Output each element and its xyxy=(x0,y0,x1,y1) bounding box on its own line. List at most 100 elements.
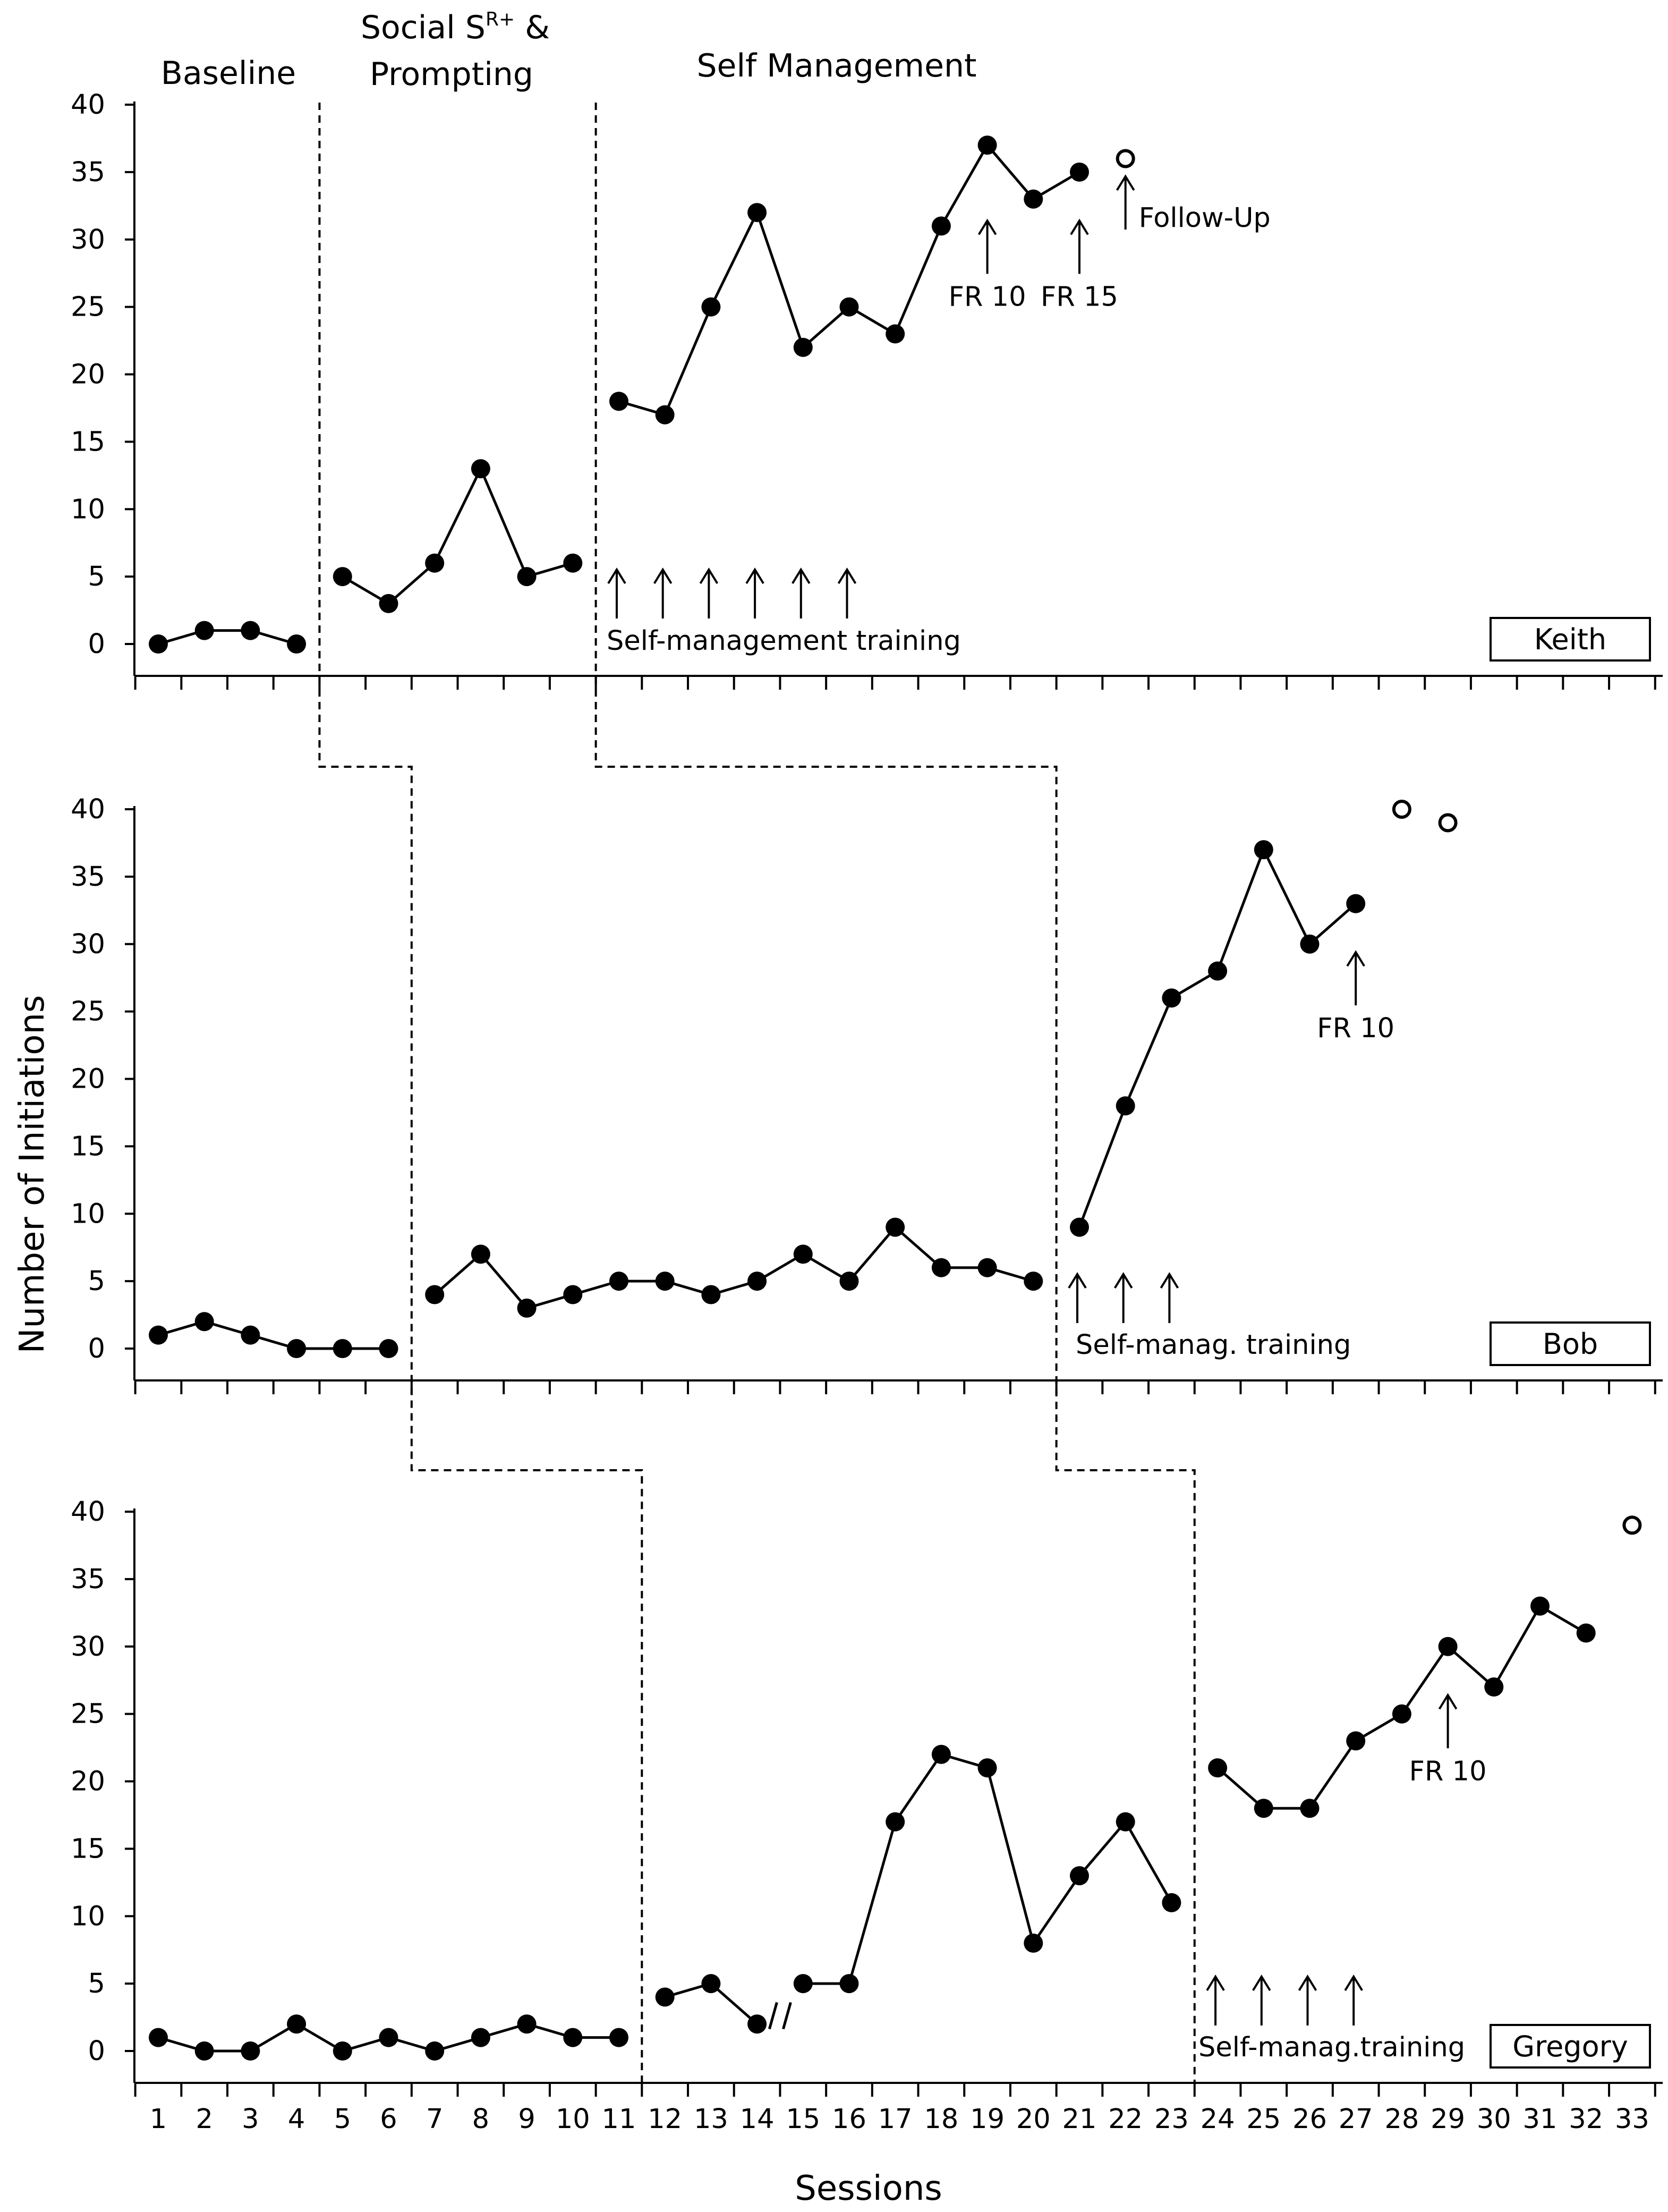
follow-up-point xyxy=(1116,149,1135,168)
data-line-bob-3 xyxy=(1078,846,1357,1228)
y-tick-label: 40 xyxy=(71,1496,105,1528)
data-point xyxy=(333,567,352,587)
data-point xyxy=(1024,189,1043,209)
training-arrow xyxy=(1252,1974,1271,2025)
training-arrow xyxy=(1298,1974,1317,2025)
y-tick-label: 30 xyxy=(71,1631,105,1663)
data-point xyxy=(563,553,583,573)
x-tick-label: 18 xyxy=(924,2104,958,2135)
data-point xyxy=(1208,961,1228,981)
participant-name: Gregory xyxy=(1512,2030,1628,2063)
data-point xyxy=(1024,1934,1043,1953)
data-point xyxy=(793,337,813,357)
follow-up-point xyxy=(1392,800,1411,819)
y-tick-label: 30 xyxy=(71,929,105,960)
x-tick-label: 27 xyxy=(1339,2104,1373,2135)
phase-change-line-2 xyxy=(594,103,1196,2083)
data-point xyxy=(1346,1731,1366,1751)
data-point xyxy=(471,2028,490,2047)
training-arrow xyxy=(699,567,719,618)
data-point xyxy=(517,567,537,587)
data-point xyxy=(471,1244,490,1264)
x-tick-label: 3 xyxy=(242,2104,259,2135)
data-point xyxy=(563,1285,583,1304)
x-tick-label: 32 xyxy=(1569,2104,1603,2135)
data-point xyxy=(655,405,675,425)
x-axis-title: Sessions xyxy=(795,2169,942,2208)
data-point xyxy=(701,1974,721,1994)
data-point xyxy=(149,2028,168,2047)
data-point xyxy=(333,2041,352,2061)
y-tick-label: 35 xyxy=(71,861,105,893)
training-arrow xyxy=(1068,1272,1087,1323)
training-arrow xyxy=(653,567,673,618)
y-tick-label: 30 xyxy=(71,224,105,256)
data-point xyxy=(517,1298,537,1318)
data-point xyxy=(1162,1893,1181,1912)
y-tick-label: 5 xyxy=(88,1968,105,1999)
x-tick-label: 1 xyxy=(150,2104,167,2135)
data-point xyxy=(379,2028,398,2047)
data-point xyxy=(1116,1096,1135,1116)
training-arrow xyxy=(792,567,811,618)
data-point xyxy=(1024,1272,1043,1291)
data-point xyxy=(747,1272,767,1291)
data-point xyxy=(1254,840,1273,860)
y-tick-label: 20 xyxy=(71,359,105,391)
y-tick-label: 15 xyxy=(71,426,105,457)
data-point xyxy=(1530,1596,1550,1616)
participant-name-box xyxy=(1490,2024,1651,2069)
fr-label: FR 10 xyxy=(1317,1013,1394,1044)
participant-name: Keith xyxy=(1534,623,1606,656)
training-label: Self-management training xyxy=(607,625,961,657)
x-tick-label: 33 xyxy=(1615,2104,1649,2135)
data-point xyxy=(149,634,168,654)
data-point xyxy=(1116,1812,1135,1832)
data-point xyxy=(1070,1866,1089,1886)
fr-label: FR 15 xyxy=(1041,281,1118,312)
training-arrow xyxy=(837,567,857,618)
phase-label-social-amp: & xyxy=(515,9,550,46)
x-tick-label: 31 xyxy=(1523,2104,1558,2135)
data-point xyxy=(1484,1677,1504,1697)
data-point xyxy=(471,459,490,479)
data-point xyxy=(886,1217,905,1237)
training-arrow xyxy=(1344,1974,1363,2025)
data-point xyxy=(793,1244,813,1264)
x-tick-label: 2 xyxy=(195,2104,212,2135)
participant-name-box xyxy=(1490,1321,1651,1366)
x-tick-label: 4 xyxy=(288,2104,305,2135)
data-point xyxy=(425,1285,445,1304)
data-point xyxy=(1576,1623,1596,1643)
data-point xyxy=(977,135,997,155)
y-tick-label: 35 xyxy=(71,157,105,188)
y-tick-label: 25 xyxy=(71,1699,105,1730)
data-point xyxy=(839,1272,859,1291)
y-tick-label: 40 xyxy=(71,794,105,825)
data-point xyxy=(241,2041,260,2061)
x-tick-label: 13 xyxy=(694,2104,728,2135)
data-point xyxy=(194,621,214,640)
data-point xyxy=(931,1744,951,1764)
fr-arrow xyxy=(977,218,997,274)
x-tick-label: 24 xyxy=(1201,2104,1235,2135)
data-point xyxy=(1162,988,1181,1008)
phase-label-social: Social SR+ & xyxy=(361,9,550,46)
x-tick-label: 12 xyxy=(648,2104,682,2135)
training-arrow xyxy=(1206,1974,1225,2025)
training-label: Self-manag.training xyxy=(1198,2032,1465,2063)
data-point xyxy=(241,1325,260,1345)
data-point xyxy=(1070,162,1089,182)
data-point xyxy=(379,1339,398,1358)
data-point xyxy=(609,1272,628,1291)
data-point xyxy=(931,1258,951,1277)
x-tick-label: 10 xyxy=(556,2104,590,2135)
data-point xyxy=(701,297,721,317)
training-arrow xyxy=(1113,1272,1133,1323)
data-point xyxy=(793,1974,813,1994)
training-arrow xyxy=(745,567,764,618)
data-point xyxy=(886,324,905,344)
phase-change-line-1 xyxy=(318,103,643,2083)
data-point xyxy=(747,2014,767,2034)
